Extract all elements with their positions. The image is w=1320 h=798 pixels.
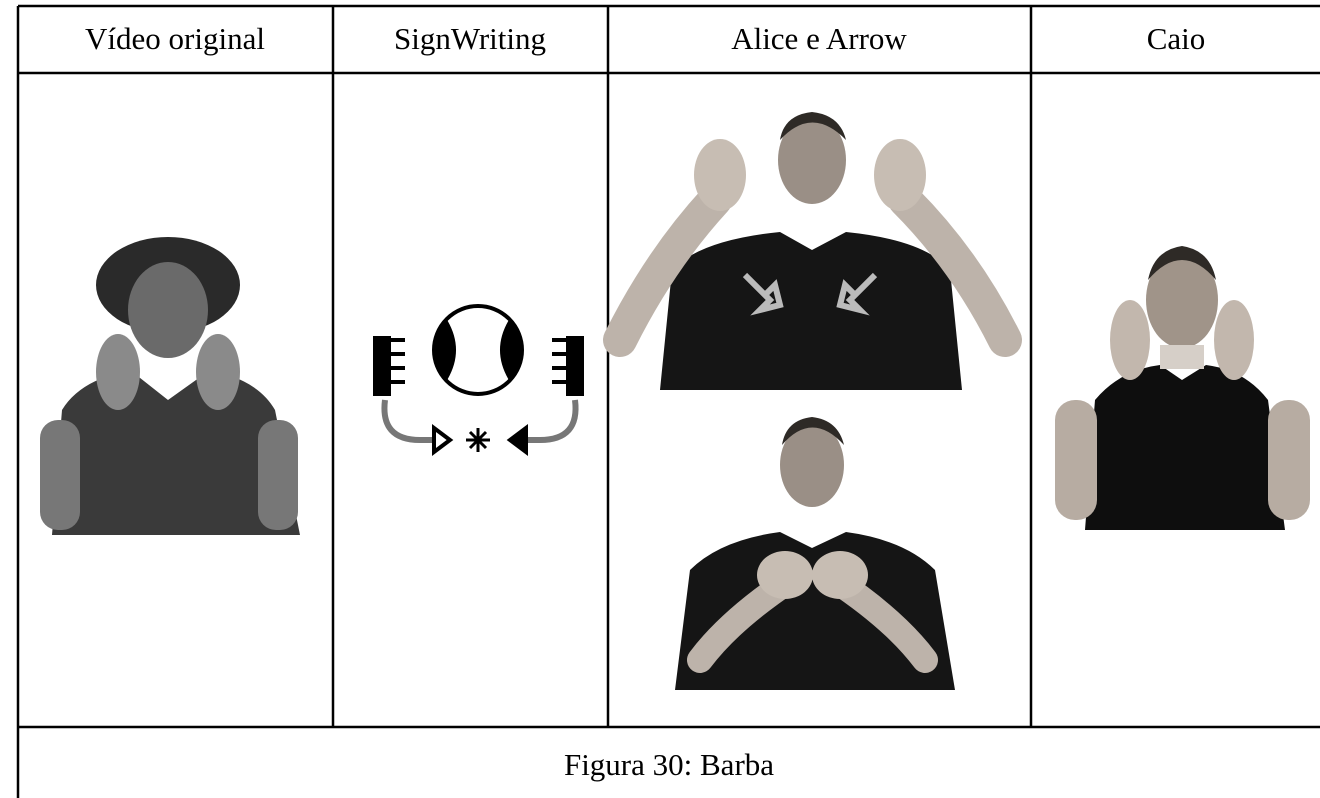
column-header: SignWriting xyxy=(394,21,546,56)
caption: Figura 30: Barba xyxy=(564,747,774,782)
signwriting-image xyxy=(373,304,584,456)
avatar-image xyxy=(603,112,1022,390)
column-header: Vídeo original xyxy=(85,21,265,56)
video-frame-image xyxy=(40,237,300,535)
table-grid xyxy=(16,4,1320,798)
avatar-image xyxy=(1055,246,1310,530)
column-header: Alice e Arrow xyxy=(731,21,907,56)
column-header: Caio xyxy=(1147,21,1206,56)
avatar-image xyxy=(675,417,955,690)
